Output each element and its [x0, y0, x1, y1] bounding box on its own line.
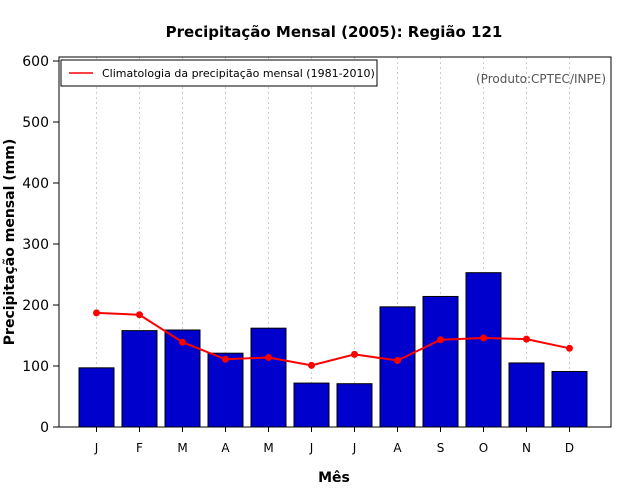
bar: [250, 327, 287, 428]
bar: [78, 367, 115, 428]
bar: [422, 295, 459, 428]
x-tick-label: M: [177, 441, 187, 455]
climatology-point: [351, 350, 358, 358]
y-axis-label: Precipitação mensal (mm): [2, 139, 18, 345]
climatology-point: [437, 336, 444, 344]
bar: [207, 352, 244, 428]
climatology-line: [96, 311, 570, 367]
climatology-point: [308, 361, 315, 369]
x-tick-label: J: [94, 441, 99, 455]
climatology-point: [566, 344, 573, 352]
y-tick-label: 0: [40, 420, 49, 436]
climatology-point: [179, 338, 186, 346]
x-tick-label: O: [479, 441, 488, 455]
x-tick-label: A: [221, 441, 230, 455]
climatology-point: [394, 357, 401, 365]
y-tick-label: 400: [22, 176, 49, 192]
climatology-line-layer: [93, 309, 573, 369]
climatology-point: [222, 355, 229, 363]
climatology-point: [93, 309, 100, 317]
bars: [78, 272, 588, 428]
x-tick-label: F: [136, 441, 143, 455]
climatology-point: [265, 353, 272, 361]
y-axis: 0 100 200 300 400 500 600: [22, 54, 59, 436]
bar: [508, 362, 545, 428]
x-tick-label: M: [263, 441, 273, 455]
bar: [379, 306, 416, 428]
bar: [465, 272, 502, 428]
y-tick-label: 300: [22, 237, 49, 253]
x-tick-label: J: [352, 441, 357, 455]
x-tick-label: J: [309, 441, 314, 455]
x-tick-label: A: [393, 441, 402, 455]
x-tick-label: D: [565, 441, 574, 455]
legend: Climatologia da precipitação mensal (198…: [60, 59, 378, 87]
chart-title: Precipitação Mensal (2005): Região 121: [166, 23, 503, 41]
climatology-point: [523, 335, 530, 343]
y-tick-label: 500: [22, 115, 49, 131]
climatology-point: [480, 334, 487, 342]
bar: [293, 382, 330, 428]
grid-lines: [96, 57, 570, 427]
source-annotation: (Produto:CPTEC/INPE): [476, 72, 606, 86]
y-tick-label: 100: [22, 359, 49, 375]
bar: [336, 383, 373, 428]
x-axis-label: Mês: [318, 470, 350, 486]
bar: [551, 370, 588, 428]
y-tick-label: 200: [22, 298, 49, 314]
x-tick-label: N: [522, 441, 531, 455]
x-tick-label: S: [437, 441, 445, 455]
y-tick-label: 600: [22, 54, 49, 70]
legend-box: [60, 59, 378, 87]
legend-entry-climatology: Climatologia da precipitação mensal (198…: [102, 67, 375, 80]
climatology-point: [136, 311, 143, 319]
plot-frame: [58, 56, 612, 428]
bar: [121, 330, 158, 428]
